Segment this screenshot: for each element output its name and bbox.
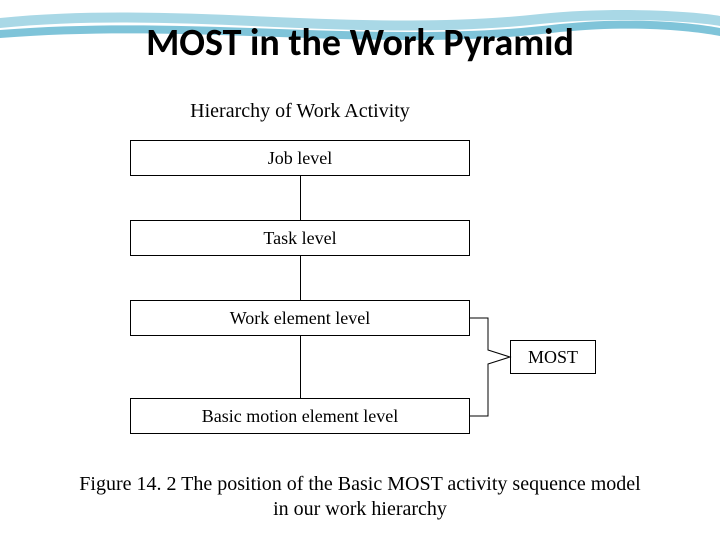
- level-box-job: Job level: [130, 140, 470, 176]
- page-title: MOST in the Work Pyramid: [0, 20, 720, 66]
- side-box-most: MOST: [510, 340, 596, 374]
- diagram-heading: Hierarchy of Work Activity: [130, 100, 470, 123]
- connector: [300, 336, 301, 398]
- connector: [300, 256, 301, 300]
- level-label: Work element level: [230, 308, 371, 329]
- caption-line: Figure 14. 2 The position of the Basic M…: [79, 473, 640, 495]
- connector: [300, 176, 301, 220]
- figure-caption: Figure 14. 2 The position of the Basic M…: [40, 472, 680, 522]
- level-box-task: Task level: [130, 220, 470, 256]
- hierarchy-diagram: Hierarchy of Work Activity Job level Tas…: [130, 100, 620, 460]
- caption-line: in our work hierarchy: [273, 498, 447, 520]
- level-label: Job level: [268, 148, 333, 169]
- level-label: Task level: [263, 228, 336, 249]
- level-label: Basic motion element level: [202, 406, 398, 427]
- side-box-label: MOST: [528, 347, 578, 368]
- level-box-basic-motion: Basic motion element level: [130, 398, 470, 434]
- level-box-work-element: Work element level: [130, 300, 470, 336]
- brace-icon: [470, 300, 510, 450]
